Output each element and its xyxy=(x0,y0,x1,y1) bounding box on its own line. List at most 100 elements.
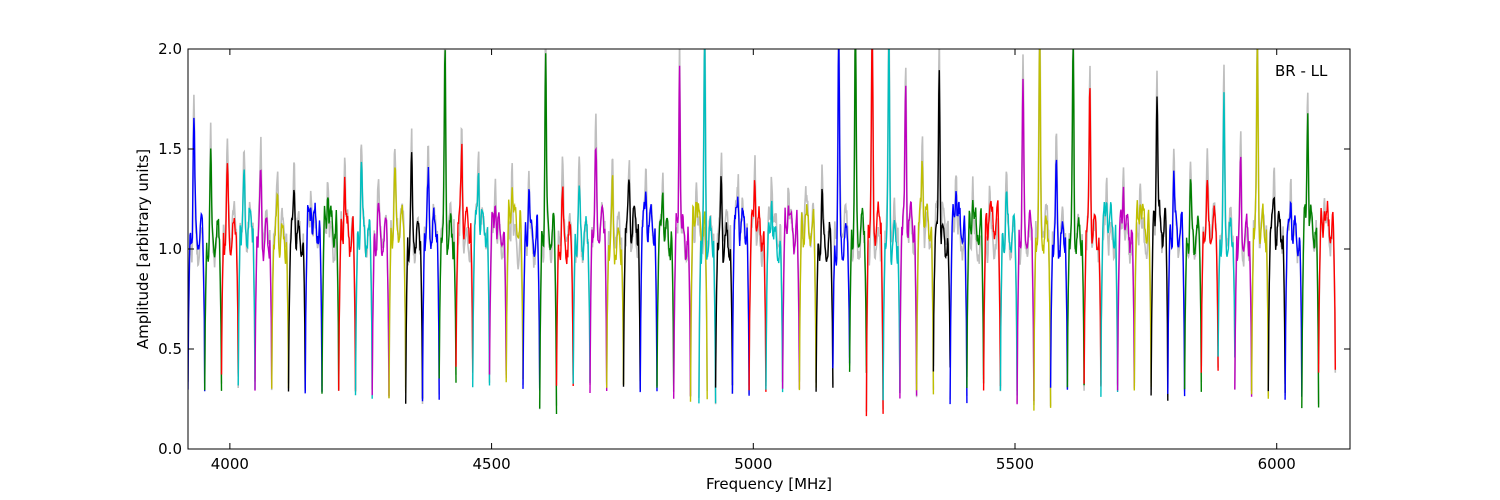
background-trace xyxy=(882,49,901,391)
background-trace xyxy=(966,176,985,378)
band-trace xyxy=(539,53,558,415)
band-trace xyxy=(505,187,524,383)
band-trace xyxy=(1167,170,1186,397)
band-trace xyxy=(848,49,868,373)
band-trace xyxy=(204,148,223,391)
band-trace xyxy=(1317,200,1336,373)
background-trace xyxy=(455,126,474,365)
band-trace xyxy=(488,205,507,379)
band-trace xyxy=(765,200,784,393)
x-tick-label: 6000 xyxy=(1258,455,1296,473)
band-trace xyxy=(388,167,407,399)
band-trace xyxy=(1200,180,1219,373)
band-trace xyxy=(438,50,457,383)
band-trace xyxy=(321,197,340,394)
band-trace xyxy=(781,205,801,389)
background-trace xyxy=(1133,183,1152,384)
y-tick-label: 0.0 xyxy=(158,440,182,458)
band-trace xyxy=(1116,186,1135,391)
band-trace xyxy=(731,196,750,396)
band-trace xyxy=(748,180,767,392)
band-trace xyxy=(673,65,692,399)
band-trace xyxy=(606,175,625,388)
band-trace xyxy=(1049,159,1069,390)
band-trace xyxy=(354,161,373,399)
series-layer xyxy=(188,49,1337,417)
background-trace xyxy=(1016,54,1035,403)
band-trace xyxy=(1133,200,1152,391)
band-trace xyxy=(1183,179,1202,392)
band-trace xyxy=(371,202,390,397)
band-trace xyxy=(982,200,1002,391)
background-trace xyxy=(765,176,784,383)
band-trace xyxy=(915,160,935,395)
band-trace xyxy=(798,204,817,391)
band-trace xyxy=(1267,196,1286,393)
annotation-label: BR - LL xyxy=(1275,62,1328,80)
band-trace xyxy=(1150,96,1169,401)
band-trace xyxy=(882,49,901,401)
band-trace xyxy=(1301,113,1320,409)
x-tick-label: 4500 xyxy=(472,455,510,473)
band-trace xyxy=(472,172,491,388)
band-trace xyxy=(237,169,256,390)
band-trace xyxy=(949,191,968,405)
band-trace xyxy=(932,70,951,372)
band-trace xyxy=(338,176,357,391)
background-trace xyxy=(505,163,524,380)
band-trace xyxy=(271,192,290,389)
x-tick-label: 5000 xyxy=(734,455,772,473)
plot-frame xyxy=(187,48,1351,450)
band-trace xyxy=(1217,92,1236,358)
band-trace xyxy=(455,143,474,373)
band-trace xyxy=(815,188,834,392)
background-trace xyxy=(848,49,868,366)
band-trace xyxy=(966,199,985,389)
band-trace xyxy=(555,186,574,387)
band-trace xyxy=(304,202,323,394)
background-trace xyxy=(915,136,935,390)
y-tick-label: 0.5 xyxy=(158,340,182,358)
band-trace xyxy=(689,201,708,402)
band-trace xyxy=(1250,49,1269,399)
background-trace xyxy=(1083,65,1102,387)
band-trace xyxy=(1016,78,1035,405)
x-tick-label: 4000 xyxy=(211,455,249,473)
band-trace xyxy=(287,189,306,392)
band-trace xyxy=(1066,49,1085,388)
ticks-layer: 4000 4500 5000 5500 6000 0.0 0.5 1.0 1.5 2.0 xyxy=(158,40,1350,473)
plot-area xyxy=(188,49,1350,449)
band-trace xyxy=(639,191,658,393)
band-trace xyxy=(622,179,641,392)
y-axis-label: Amplitude [arbitrary units] xyxy=(134,149,152,349)
band-trace xyxy=(714,176,734,388)
x-axis-label: Frequency [MHz] xyxy=(706,475,832,493)
background-trace xyxy=(865,49,884,412)
x-tick-label: 5500 xyxy=(996,455,1034,473)
band-trace xyxy=(1234,156,1253,397)
band-trace xyxy=(188,117,206,392)
band-trace xyxy=(522,189,541,391)
band-trace xyxy=(698,49,717,404)
background-trace xyxy=(622,160,641,382)
band-trace xyxy=(220,163,239,377)
background-trace xyxy=(932,49,951,367)
y-tick-label: 1.5 xyxy=(158,140,182,158)
y-tick-label: 2.0 xyxy=(158,40,182,58)
band-trace xyxy=(1284,200,1303,400)
band-trace xyxy=(1033,49,1052,411)
background-trace xyxy=(982,185,1002,389)
background-trace xyxy=(714,152,734,391)
band-trace xyxy=(999,191,1018,396)
y-tick-label: 1.0 xyxy=(158,240,182,258)
band-trace xyxy=(254,169,273,391)
band-trace xyxy=(572,185,591,384)
band-trace xyxy=(405,152,424,404)
band-trace xyxy=(865,49,884,417)
band-trace xyxy=(1083,88,1102,387)
band-trace xyxy=(421,166,440,402)
band-trace xyxy=(832,49,851,369)
background-trace xyxy=(1100,177,1119,386)
band-trace xyxy=(656,192,675,392)
